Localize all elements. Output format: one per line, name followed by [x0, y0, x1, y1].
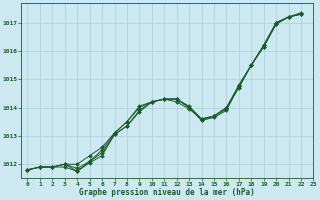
X-axis label: Graphe pression niveau de la mer (hPa): Graphe pression niveau de la mer (hPa) [79, 188, 255, 197]
